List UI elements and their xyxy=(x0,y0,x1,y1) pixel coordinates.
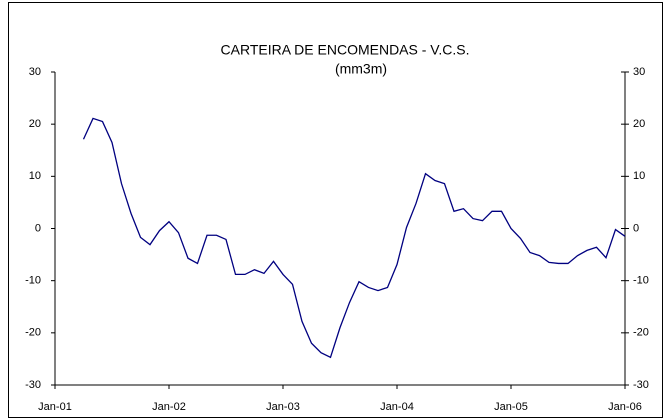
y-tick-label: -20 xyxy=(25,327,41,339)
y-tick-label: -10 xyxy=(25,275,41,287)
y2-tick-label: 30 xyxy=(633,66,645,78)
y2-tick-label: 0 xyxy=(633,222,639,234)
y2-tick-label: 20 xyxy=(633,118,645,130)
x-tick-label: Jan-06 xyxy=(608,401,642,413)
y-tick-label: 0 xyxy=(35,222,41,234)
chart-border xyxy=(8,2,663,418)
x-tick-label: Jan-03 xyxy=(266,401,300,413)
chart-title: CARTEIRA DE ENCOMENDAS - V.C.S. xyxy=(221,42,470,58)
x-tick-label: Jan-01 xyxy=(38,401,72,413)
y2-tick-label: -20 xyxy=(633,327,649,339)
x-tick-label: Jan-04 xyxy=(380,401,414,413)
y2-tick-label: -10 xyxy=(633,275,649,287)
series-line xyxy=(82,117,626,359)
y-tick-label: 30 xyxy=(29,66,41,78)
x-tick-label: Jan-02 xyxy=(152,401,186,413)
y-tick-label: 10 xyxy=(29,170,41,182)
chart-subtitle: (mm3m) xyxy=(335,61,387,77)
y-tick-label: 20 xyxy=(29,118,41,130)
y-tick-label: -30 xyxy=(25,379,41,391)
y2-tick-label: -30 xyxy=(633,379,649,391)
x-tick-label: Jan-05 xyxy=(494,401,528,413)
y2-tick-label: 10 xyxy=(633,170,645,182)
